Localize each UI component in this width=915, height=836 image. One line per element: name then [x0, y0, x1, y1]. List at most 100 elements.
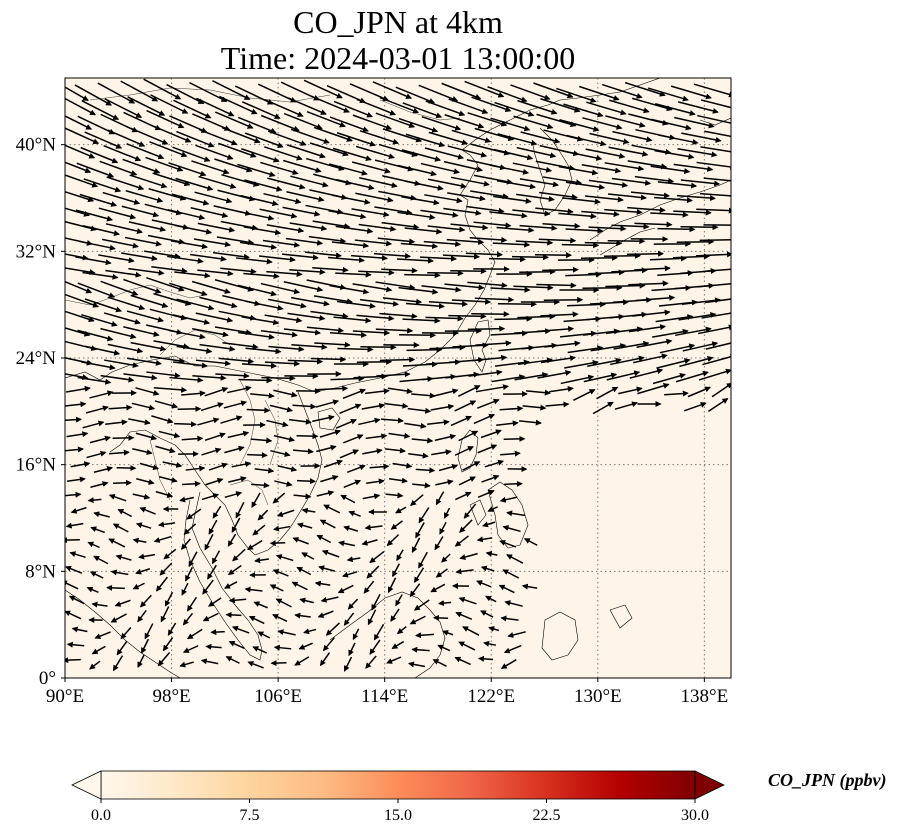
- wind-arrow-355: [220, 267, 257, 275]
- wind-arrow-620: [315, 399, 340, 408]
- wind-arrow-557: [192, 374, 227, 381]
- wind-arrow-276: [404, 227, 443, 235]
- wind-arrow-767: [301, 507, 316, 514]
- wind-arrow-386: [260, 282, 301, 295]
- wind-arrow-519: [659, 343, 696, 354]
- wind-arrow-347: [695, 251, 731, 258]
- wind-arrow-623: [384, 402, 409, 409]
- wind-arrow-500: [222, 342, 259, 350]
- wind-arrow-465: [77, 329, 114, 342]
- x-tick-label-2: 106°E: [254, 686, 302, 707]
- wind-arrow-773: [443, 507, 451, 519]
- wind-arrow-635: [708, 398, 729, 412]
- wind-arrow-23: [579, 85, 620, 101]
- wind-arrow-613: [154, 400, 179, 409]
- wind-arrow-43: [379, 96, 420, 114]
- wind-arrow-179: [175, 177, 214, 191]
- wind-arrow-232: [65, 207, 91, 217]
- wind-arrow-648: [335, 418, 357, 429]
- wind-arrow-607: [687, 386, 711, 398]
- colorbar-extend-min: [71, 770, 102, 800]
- wind-arrow-535: [356, 358, 393, 365]
- wind-arrow-418: [337, 300, 376, 309]
- colorbar-extend-max: [694, 770, 725, 800]
- wind-arrow-913: [390, 608, 400, 622]
- wind-arrow-440: [172, 314, 211, 325]
- wind-arrow-148: [122, 158, 161, 174]
- wind-arrow-746: [272, 492, 286, 504]
- wind-arrow-849: [318, 565, 336, 572]
- wind-arrow-844: [207, 564, 217, 580]
- wind-arrow-600: [526, 389, 551, 396]
- wind-arrow-17: [441, 82, 482, 100]
- wind-arrow-871: [363, 580, 375, 594]
- wind-arrow-722: [182, 480, 201, 487]
- wind-arrow-158: [351, 161, 391, 174]
- wind-arrow-698: [93, 466, 114, 473]
- wind-arrow-31: [104, 98, 143, 118]
- wind-arrow-920: [94, 631, 111, 639]
- wind-arrow-250: [466, 205, 505, 214]
- wind-arrow-949: [298, 642, 313, 650]
- wind-arrow-944: [182, 645, 199, 653]
- wind-arrow-40: [310, 95, 350, 113]
- wind-arrow-37: [241, 101, 281, 119]
- wind-arrow-662: [181, 435, 204, 442]
- wind-arrow-588: [250, 392, 275, 399]
- wind-arrow-67: [260, 114, 300, 132]
- wind-arrow-164: [489, 164, 530, 175]
- wind-arrow-692: [408, 452, 429, 459]
- x-tick-label-5: 130°E: [574, 686, 622, 707]
- wind-arrow-505: [337, 346, 374, 353]
- wind-arrow-687: [293, 448, 314, 455]
- wind-arrow-548: [656, 358, 691, 369]
- wind-arrow-208: [171, 193, 210, 206]
- wind-arrow-296: [193, 238, 231, 248]
- wind-arrow-677: [65, 446, 84, 453]
- wind-arrow-229: [654, 196, 693, 204]
- wind-arrow-161: [420, 162, 460, 175]
- wind-arrow-922: [144, 623, 154, 640]
- wind-arrow-541: [494, 359, 530, 367]
- wind-arrow-560: [261, 375, 296, 382]
- y-tick-label-0: 0°: [39, 668, 56, 689]
- wind-arrow-975: [432, 659, 447, 667]
- wind-arrow-76: [467, 112, 508, 127]
- colorbar: 0.0 7.5 15.0 22.5 30.0: [71, 770, 725, 824]
- colorbar-gradient: [100, 770, 696, 800]
- wind-arrow-958: [503, 644, 522, 654]
- wind-arrow-898: [504, 600, 523, 607]
- wind-arrow-81: [582, 117, 623, 130]
- wind-arrow-497: [153, 340, 190, 350]
- wind-arrow-935: [442, 630, 454, 636]
- wind-arrow-610: [85, 405, 109, 414]
- wind-arrow-553: [100, 374, 135, 383]
- wind-arrow-271: [289, 222, 328, 232]
- wind-arrow-750: [362, 493, 381, 500]
- colorbar-label: CO_JPN (ppbv): [768, 770, 887, 790]
- wind-arrow-165: [512, 162, 553, 173]
- wind-arrow-263: [105, 223, 143, 234]
- wind-arrow-78: [513, 115, 554, 130]
- wind-arrow-639: [128, 418, 151, 426]
- wind-arrow-98: [313, 126, 353, 142]
- wind-arrow-559: [238, 377, 273, 384]
- wind-arrow-283: [565, 227, 604, 234]
- wind-arrow-212: [263, 192, 302, 205]
- wind-arrow-727: [297, 478, 316, 485]
- wind-arrow-517: [613, 340, 650, 350]
- wind-arrow-828: [301, 552, 315, 560]
- wind-arrow-616: [223, 400, 248, 409]
- wind-arrow-807: [292, 537, 309, 545]
- wind-arrow-422: [428, 300, 469, 307]
- wind-arrow-464: [65, 327, 91, 337]
- wind-arrow-655: [496, 420, 519, 427]
- wind-arrow-329: [281, 253, 319, 261]
- wind-arrow-903: [160, 606, 170, 623]
- wind-arrow-521: [705, 342, 731, 350]
- wind-arrow-768: [323, 504, 341, 514]
- wind-arrow-618: [269, 404, 294, 413]
- wind-arrow-556: [169, 376, 204, 383]
- wind-arrow-547: [633, 353, 668, 364]
- wind-arrow-705: [254, 467, 275, 474]
